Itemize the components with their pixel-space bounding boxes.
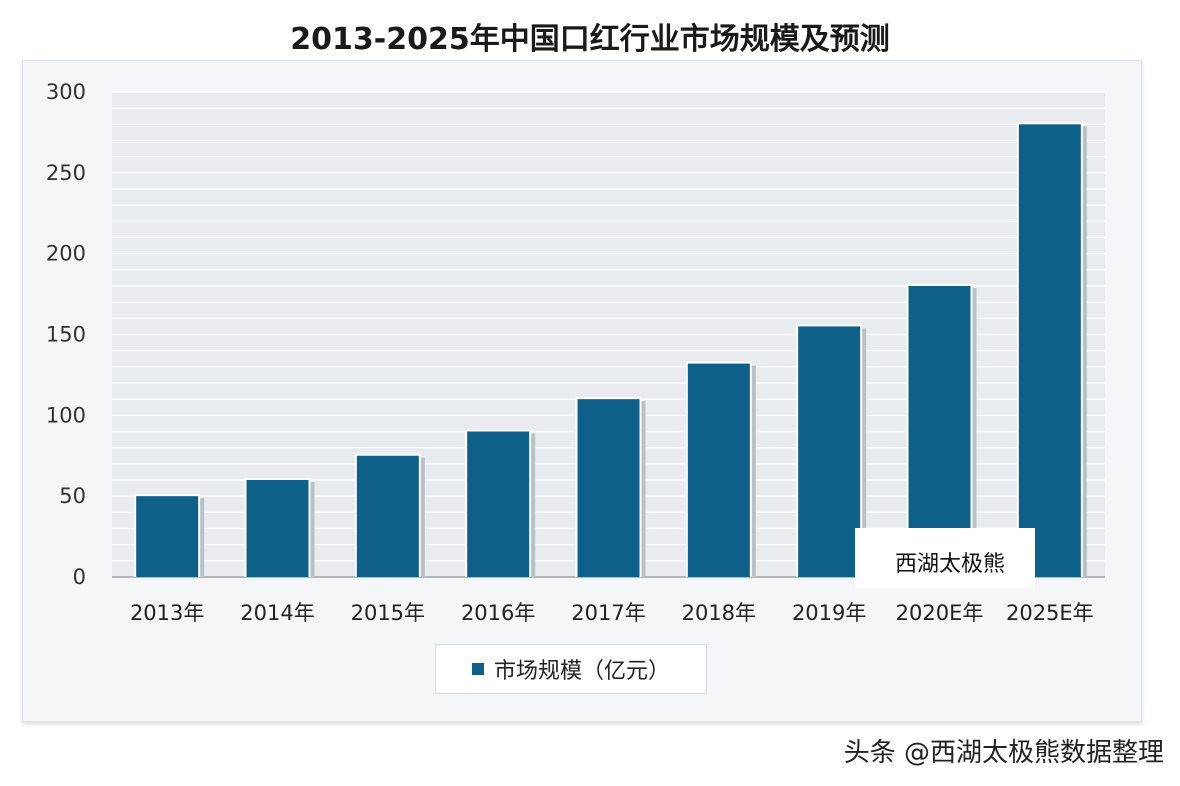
watermark-text: 西湖太极熊 xyxy=(895,552,1006,577)
x-tick-label: 2018年 xyxy=(682,601,756,625)
x-tick-label: 2025E年 xyxy=(1006,601,1094,625)
bar xyxy=(136,496,199,577)
bar xyxy=(1018,124,1081,577)
legend-swatch xyxy=(471,663,484,675)
x-tick-label: 2014年 xyxy=(240,601,314,625)
y-tick-label: 100 xyxy=(46,403,86,427)
footer-credit: 头条 @西湖太极熊数据整理 xyxy=(843,738,1164,768)
legend-label: 市场规模（亿元） xyxy=(493,659,670,684)
bar xyxy=(798,326,861,577)
y-tick-label: 150 xyxy=(46,323,86,347)
x-tick-label: 2016年 xyxy=(461,601,535,625)
y-tick-label: 50 xyxy=(59,484,86,508)
chart-title: 2013-2025年中国口红行业市场规模及预测 xyxy=(290,22,890,57)
bar xyxy=(246,480,309,577)
x-tick-label: 2015年 xyxy=(351,601,425,625)
x-tick-label: 2017年 xyxy=(571,601,645,625)
x-tick-label: 2020E年 xyxy=(896,601,984,625)
bar xyxy=(467,431,530,577)
bar xyxy=(687,363,750,577)
watermark-box xyxy=(855,528,1035,588)
y-tick-label: 250 xyxy=(46,161,86,185)
chart-legend: 市场规模（亿元） xyxy=(435,644,707,694)
bar xyxy=(577,399,640,577)
y-tick-label: 0 xyxy=(73,565,86,589)
x-tick-label: 2013年 xyxy=(130,601,204,625)
x-tick-label: 2019年 xyxy=(792,601,866,625)
y-tick-label: 200 xyxy=(46,242,86,266)
y-tick-label: 300 xyxy=(46,80,86,104)
bar xyxy=(356,455,419,577)
